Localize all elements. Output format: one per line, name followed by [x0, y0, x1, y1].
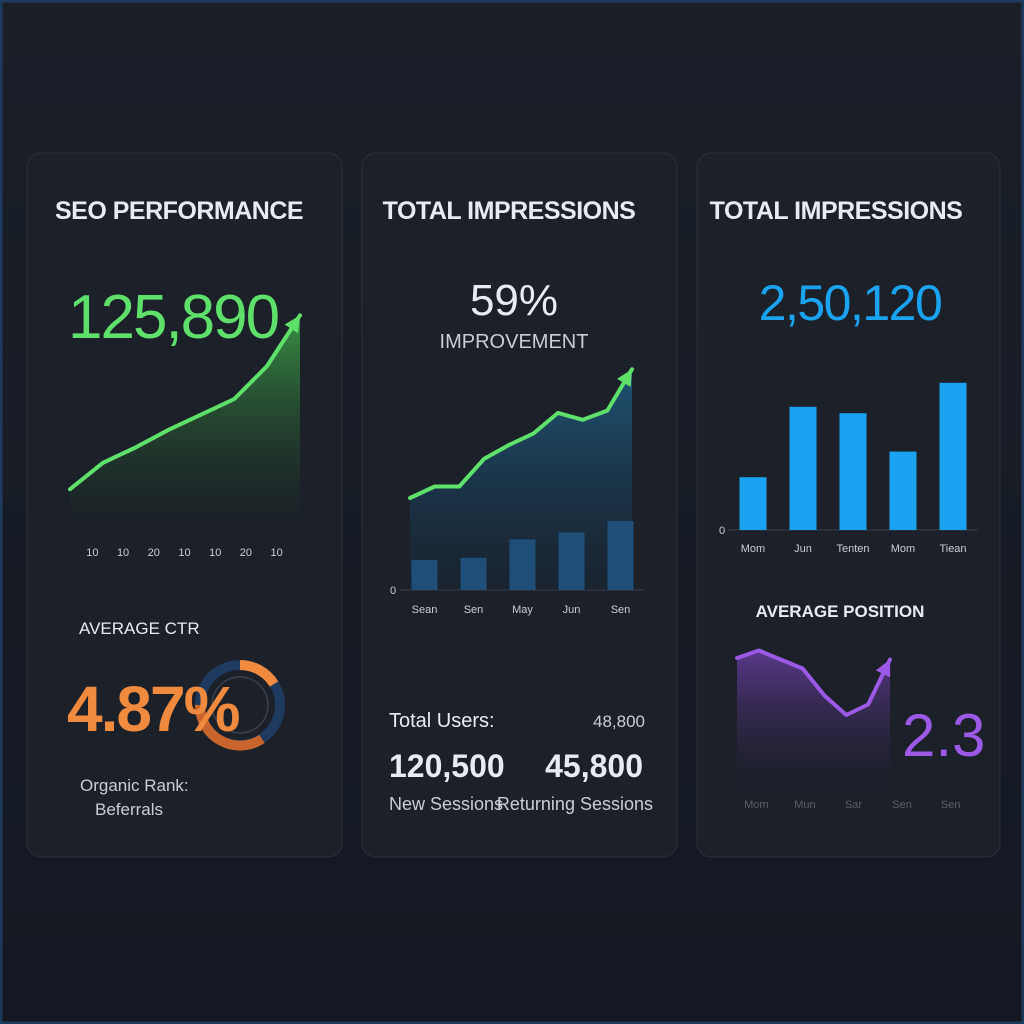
x-tick-label: Sean: [412, 604, 438, 616]
metric-value: 2,50,120: [759, 275, 942, 331]
x-tick-label: Sen: [892, 799, 912, 811]
stat-value: 45,800: [545, 748, 643, 784]
x-tick-label: 10: [209, 547, 221, 559]
caption: Organic Rank:: [80, 776, 189, 795]
card-title: TOTAL IMPRESSIONS: [383, 197, 636, 225]
area: [737, 650, 890, 790]
x-tick-label: Mun: [794, 799, 815, 811]
metric-value: 4.87%: [67, 673, 240, 745]
x-tick-label: 20: [240, 547, 252, 559]
x-tick-label: Tiean: [939, 543, 966, 555]
x-tick-label: 10: [117, 547, 129, 559]
bar: [558, 532, 585, 590]
stat-label: New Sessions: [389, 794, 503, 814]
stat-label: Total Users:: [389, 710, 495, 732]
metric-label: AVERAGE POSITION: [756, 602, 925, 621]
metric-label: AVERAGE CTR: [79, 619, 200, 638]
donut-inner: [211, 676, 269, 734]
arrow-head: [875, 659, 891, 678]
x-tick-label: 10: [271, 547, 283, 559]
stat-value: 48,800: [593, 712, 645, 731]
x-tick-label: Sen: [941, 799, 961, 811]
donut-arc: [239, 660, 279, 687]
bar: [739, 477, 767, 530]
y-tick-label: 0: [719, 525, 725, 537]
metric-value: 2.3: [902, 702, 985, 769]
x-tick-label: Sen: [464, 604, 484, 616]
x-tick-label: Jun: [794, 543, 812, 555]
x-tick-label: May: [512, 604, 533, 616]
x-tick-label: Sen: [611, 604, 631, 616]
y-tick-label: 0: [390, 585, 396, 597]
metric-value: 59%: [470, 276, 558, 325]
arrow-head: [616, 369, 632, 388]
bar: [411, 560, 438, 590]
donut-arc: [194, 704, 265, 751]
x-tick-label: Jun: [563, 604, 581, 616]
bar: [889, 451, 917, 530]
x-tick-label: Mom: [891, 543, 915, 555]
line: [408, 367, 634, 500]
x-tick-label: Mom: [744, 799, 768, 811]
line: [68, 313, 302, 492]
x-tick-label: Sar: [845, 799, 862, 811]
metric-subtitle: IMPROVEMENT: [440, 331, 589, 353]
stat-label: Returning Sessions: [497, 794, 653, 814]
area: [70, 315, 300, 520]
bar: [607, 521, 634, 590]
metric-value: 125,890: [68, 283, 279, 352]
card-title: TOTAL IMPRESSIONS: [710, 197, 963, 225]
x-tick-label: 20: [148, 547, 160, 559]
arrow-head: [284, 315, 300, 334]
bar: [509, 539, 536, 590]
stat-value: 120,500: [389, 748, 505, 784]
card-title: SEO PERFORMANCE: [55, 197, 303, 225]
caption: Beferrals: [95, 800, 163, 819]
bar: [789, 406, 817, 530]
bar: [939, 382, 967, 530]
bar: [839, 413, 867, 530]
line: [735, 648, 892, 717]
x-tick-label: Tenten: [836, 543, 869, 555]
x-tick-label: 10: [86, 547, 98, 559]
x-tick-label: 10: [178, 547, 190, 559]
bar: [460, 557, 487, 590]
x-tick-label: Mom: [741, 543, 765, 555]
